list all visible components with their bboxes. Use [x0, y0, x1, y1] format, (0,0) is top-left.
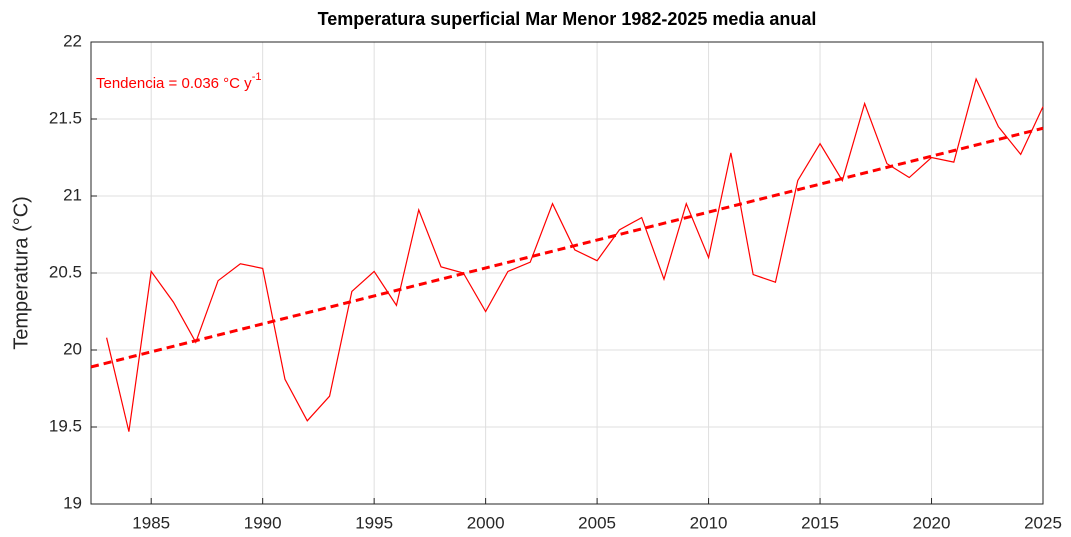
chart-title: Temperatura superficial Mar Menor 1982-2… [318, 9, 817, 29]
plot-frame [90, 41, 1044, 505]
y-axis-label: Temperatura (°C) [10, 196, 32, 350]
data-line [106, 77, 1044, 432]
x-tick-label: 2010 [690, 513, 728, 532]
y-tick-label: 19.5 [49, 416, 82, 435]
x-tick-label: 1985 [132, 513, 170, 532]
y-tick-label: 20.5 [49, 262, 82, 281]
x-tick-label: 1995 [355, 513, 393, 532]
annotation-superscript: -1 [252, 71, 262, 83]
annotation-text: Tendencia = 0.036 °C y [96, 75, 252, 92]
y-tick-label: 21.5 [49, 108, 82, 127]
y-tick-label: 20 [63, 339, 82, 358]
annotation: Tendencia = 0.036 °C y-1 [96, 71, 261, 92]
y-tick-label: 21 [63, 185, 82, 204]
y-tick-label: 22 [63, 31, 82, 50]
x-tick-label: 2025 [1024, 513, 1062, 532]
x-tick-label: 2020 [913, 513, 951, 532]
x-tick-label: 1990 [244, 513, 282, 532]
x-tick-label: 2000 [467, 513, 505, 532]
trend-line [90, 126, 1044, 369]
x-tick-label: 2015 [801, 513, 839, 532]
y-tick-label: 19 [63, 493, 82, 512]
x-tick-label: 2005 [578, 513, 616, 532]
